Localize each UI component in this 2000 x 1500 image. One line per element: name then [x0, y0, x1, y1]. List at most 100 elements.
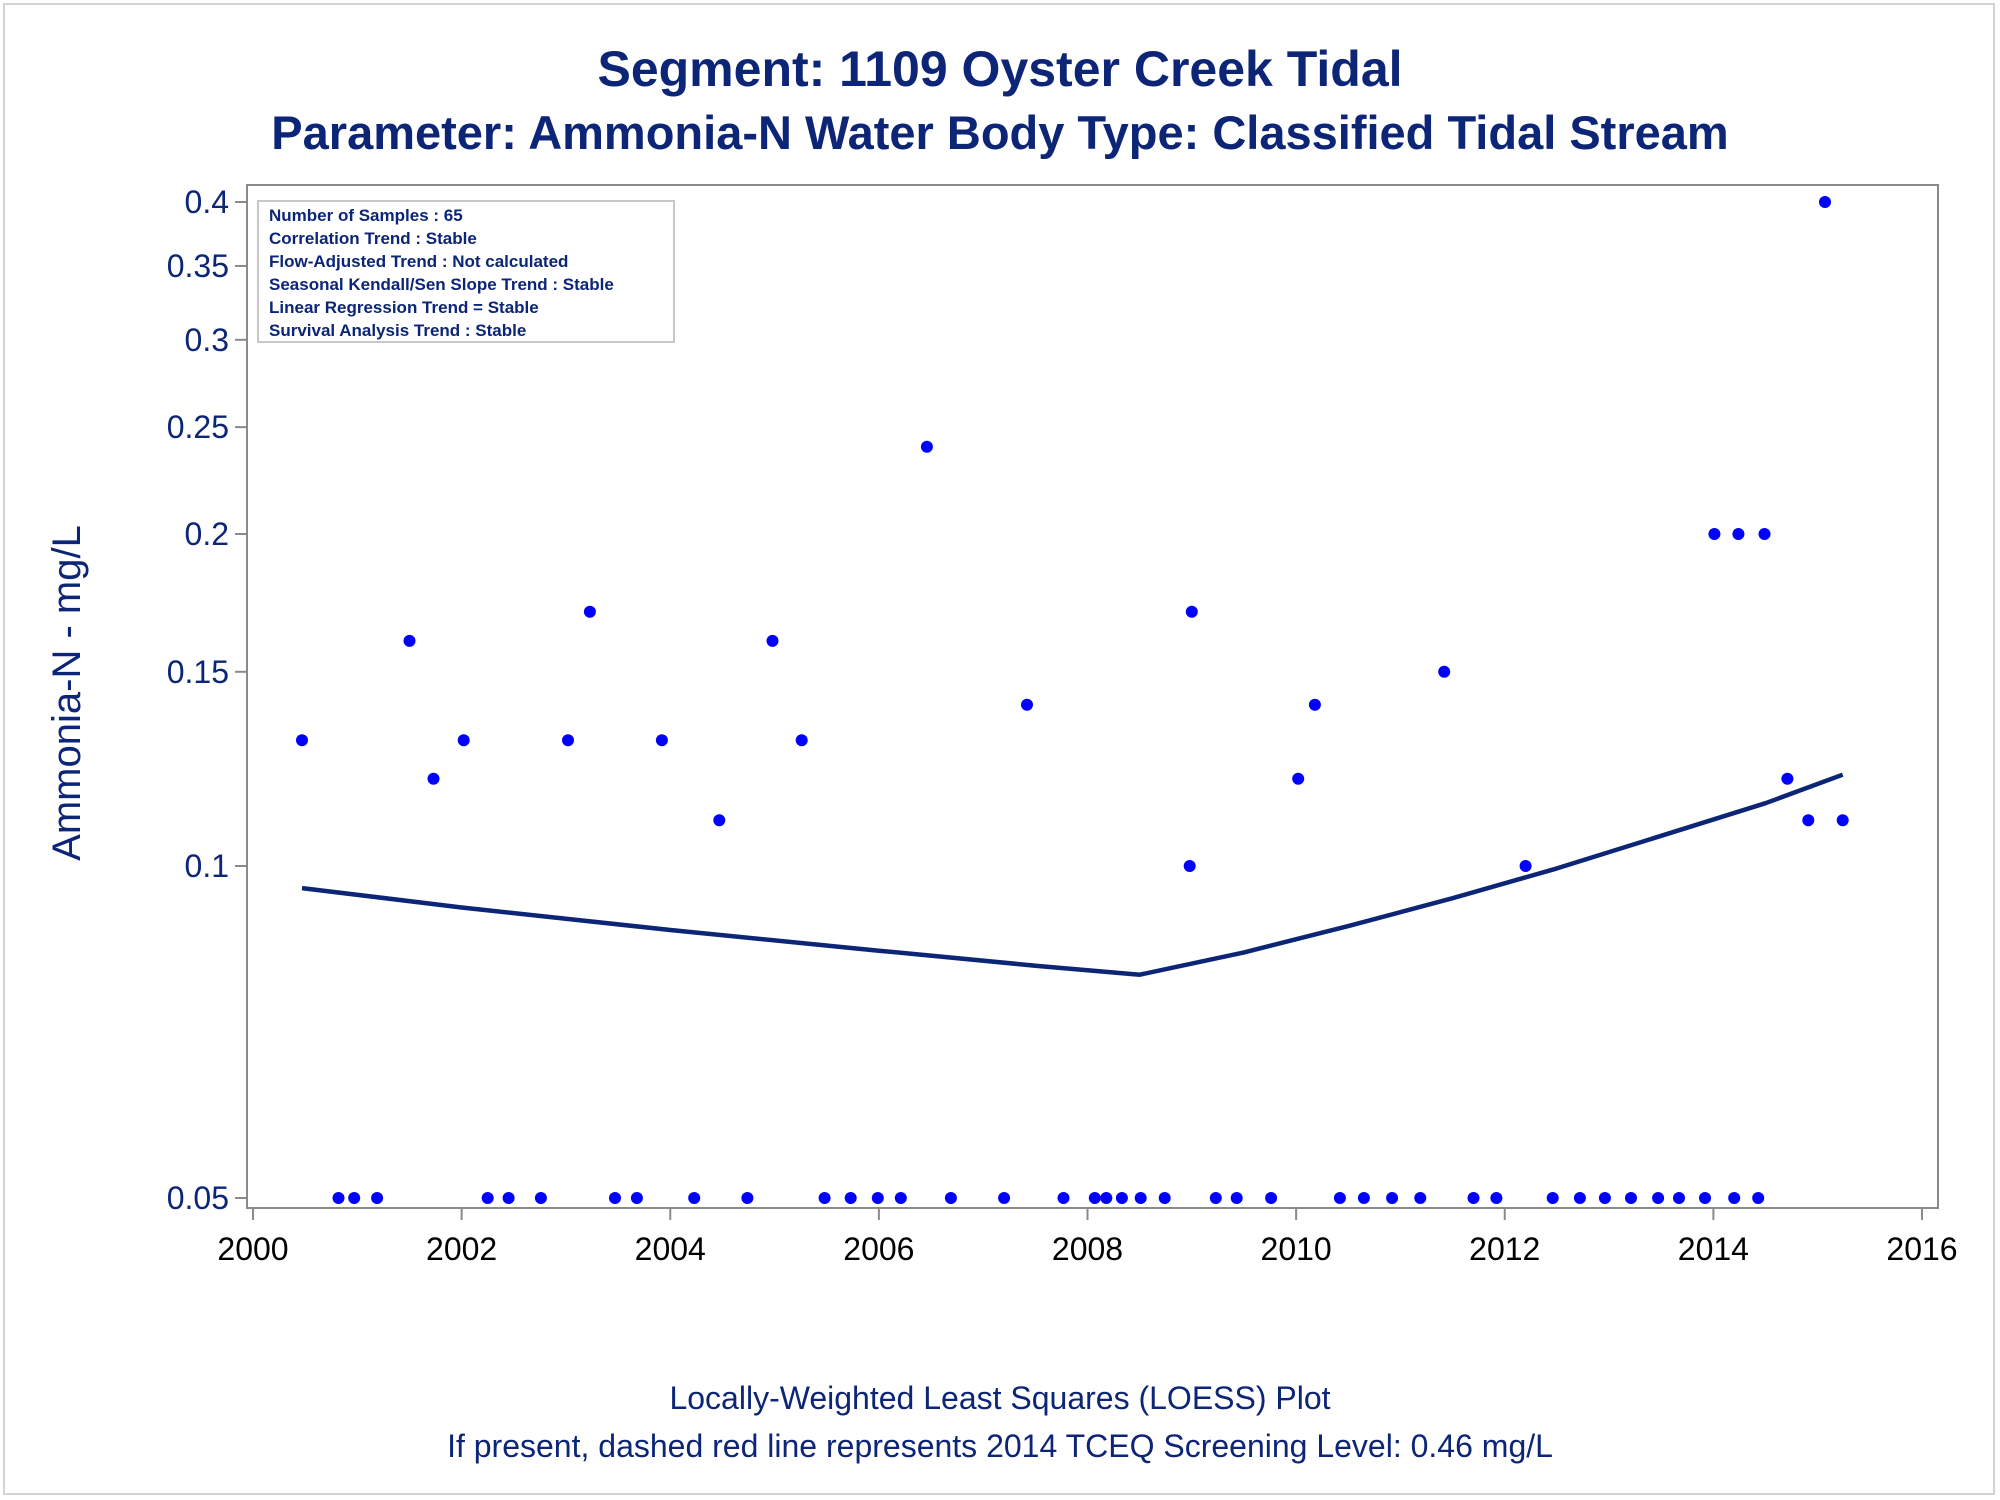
- chart-subtitle: Parameter: Ammonia-N Water Body Type: Cl…: [271, 106, 1729, 159]
- data-point: [562, 734, 574, 747]
- y-tick-label: 0.1: [185, 848, 229, 884]
- data-point: [583, 605, 596, 618]
- data-point: [1115, 1192, 1128, 1204]
- data-point: [894, 1192, 907, 1204]
- data-point: [1546, 1192, 1559, 1204]
- plot-frame: [246, 184, 1939, 1209]
- x-axis: 2000 2002 2004 2006 2008 2010 2012 2014 2016: [217, 1208, 1958, 1267]
- data-point: [403, 634, 416, 647]
- data-point: [1598, 1192, 1611, 1204]
- data-point: [630, 1192, 643, 1204]
- data-point: [1836, 814, 1849, 827]
- data-point: [1292, 772, 1305, 785]
- data-point: [1308, 698, 1321, 711]
- x-tick-label: 2012: [1469, 1231, 1540, 1267]
- y-tick-label: 0.25: [167, 409, 229, 445]
- data-point: [1230, 1192, 1243, 1204]
- data-point: [296, 734, 308, 747]
- data-point: [920, 440, 933, 453]
- data-point: [1386, 1192, 1399, 1204]
- data-point: [371, 1192, 384, 1204]
- data-point: [1802, 814, 1815, 827]
- x-tick-label: 2014: [1678, 1231, 1749, 1267]
- data-point: [1209, 1192, 1222, 1204]
- data-point: [1265, 1192, 1278, 1204]
- data-point: [1819, 196, 1831, 208]
- info-box-line: Linear Regression Trend = Stable: [269, 298, 539, 317]
- data-point: [713, 814, 726, 827]
- data-point: [1021, 698, 1033, 711]
- data-point: [481, 1192, 494, 1204]
- x-tick-label: 2016: [1886, 1231, 1957, 1267]
- series-group: [296, 196, 1849, 1204]
- data-point: [844, 1192, 857, 1204]
- y-tick-label: 0.35: [167, 248, 229, 284]
- data-point: [1183, 860, 1196, 872]
- data-point: [1185, 605, 1198, 618]
- data-point: [655, 734, 668, 747]
- footnote-loess: Locally-Weighted Least Squares (LOESS) P…: [669, 1380, 1331, 1416]
- info-box-frame: [257, 200, 675, 343]
- data-point: [1438, 665, 1451, 678]
- footnote-screening-level: If present, dashed red line represents 2…: [447, 1428, 1553, 1464]
- data-point: [502, 1192, 515, 1204]
- data-point: [1708, 528, 1721, 540]
- x-tick-label: 2002: [426, 1231, 497, 1267]
- data-point: [1134, 1192, 1147, 1204]
- x-tick-label: 2008: [1052, 1231, 1123, 1267]
- data-point: [1781, 772, 1794, 785]
- data-point: [427, 772, 440, 785]
- data-point: [332, 1192, 345, 1204]
- data-point: [1732, 528, 1745, 540]
- y-axis-label: Ammonia-N - mg/L: [45, 525, 89, 861]
- data-point: [1357, 1192, 1370, 1204]
- info-box-line: Flow-Adjusted Trend : Not calculated: [269, 252, 568, 271]
- data-point: [609, 1192, 621, 1204]
- loess-line: [301, 772, 1844, 977]
- data-point: [1752, 1192, 1765, 1204]
- data-point: [1728, 1192, 1741, 1204]
- data-point: [534, 1192, 547, 1204]
- data-point: [1467, 1192, 1480, 1204]
- x-tick-label: 2004: [635, 1231, 706, 1267]
- x-tick-label: 2006: [843, 1231, 914, 1267]
- data-point: [1673, 1192, 1685, 1204]
- info-box-line: Survival Analysis Trend : Stable: [269, 321, 526, 340]
- data-point: [766, 634, 779, 647]
- y-axis: 0.05 0.1 0.15 0.2 0.25 0.3 0.35 0.4: [167, 184, 247, 1216]
- x-tick-label: 2010: [1261, 1231, 1332, 1267]
- chart-title: Segment: 1109 Oyster Creek Tidal: [597, 41, 1403, 97]
- x-tick-label: 2000: [217, 1231, 288, 1267]
- data-point: [457, 734, 470, 747]
- chart-frame: [3, 3, 1995, 1495]
- data-point: [741, 1192, 754, 1204]
- data-point: [944, 1192, 957, 1204]
- data-point: [818, 1192, 831, 1204]
- data-point: [1158, 1192, 1171, 1204]
- y-tick-label: 0.2: [185, 516, 229, 552]
- data-point: [1490, 1192, 1503, 1204]
- data-point: [795, 734, 808, 747]
- data-point: [1625, 1192, 1637, 1204]
- data-point: [998, 1192, 1011, 1204]
- y-tick-label: 0.15: [167, 654, 229, 690]
- data-point: [1699, 1192, 1711, 1204]
- info-box-line: Seasonal Kendall/Sen Slope Trend : Stabl…: [269, 275, 614, 294]
- plot-area: [246, 184, 1939, 1209]
- y-tick-label: 0.4: [185, 184, 229, 220]
- data-point: [1414, 1192, 1427, 1204]
- data-point: [1519, 860, 1532, 872]
- info-box-line: Correlation Trend : Stable: [269, 229, 477, 248]
- data-point: [1333, 1192, 1346, 1204]
- info-box: Number of Samples : 65 Correlation Trend …: [257, 200, 675, 343]
- data-point: [1758, 528, 1771, 540]
- y-tick-label: 0.3: [185, 322, 229, 358]
- data-point: [871, 1192, 884, 1204]
- data-point: [348, 1192, 361, 1204]
- info-box-line: Number of Samples : 65: [269, 206, 463, 225]
- data-point: [1652, 1192, 1665, 1204]
- data-point: [1573, 1192, 1586, 1204]
- data-point: [1057, 1192, 1070, 1204]
- data-point: [688, 1192, 701, 1204]
- data-point: [1088, 1192, 1101, 1204]
